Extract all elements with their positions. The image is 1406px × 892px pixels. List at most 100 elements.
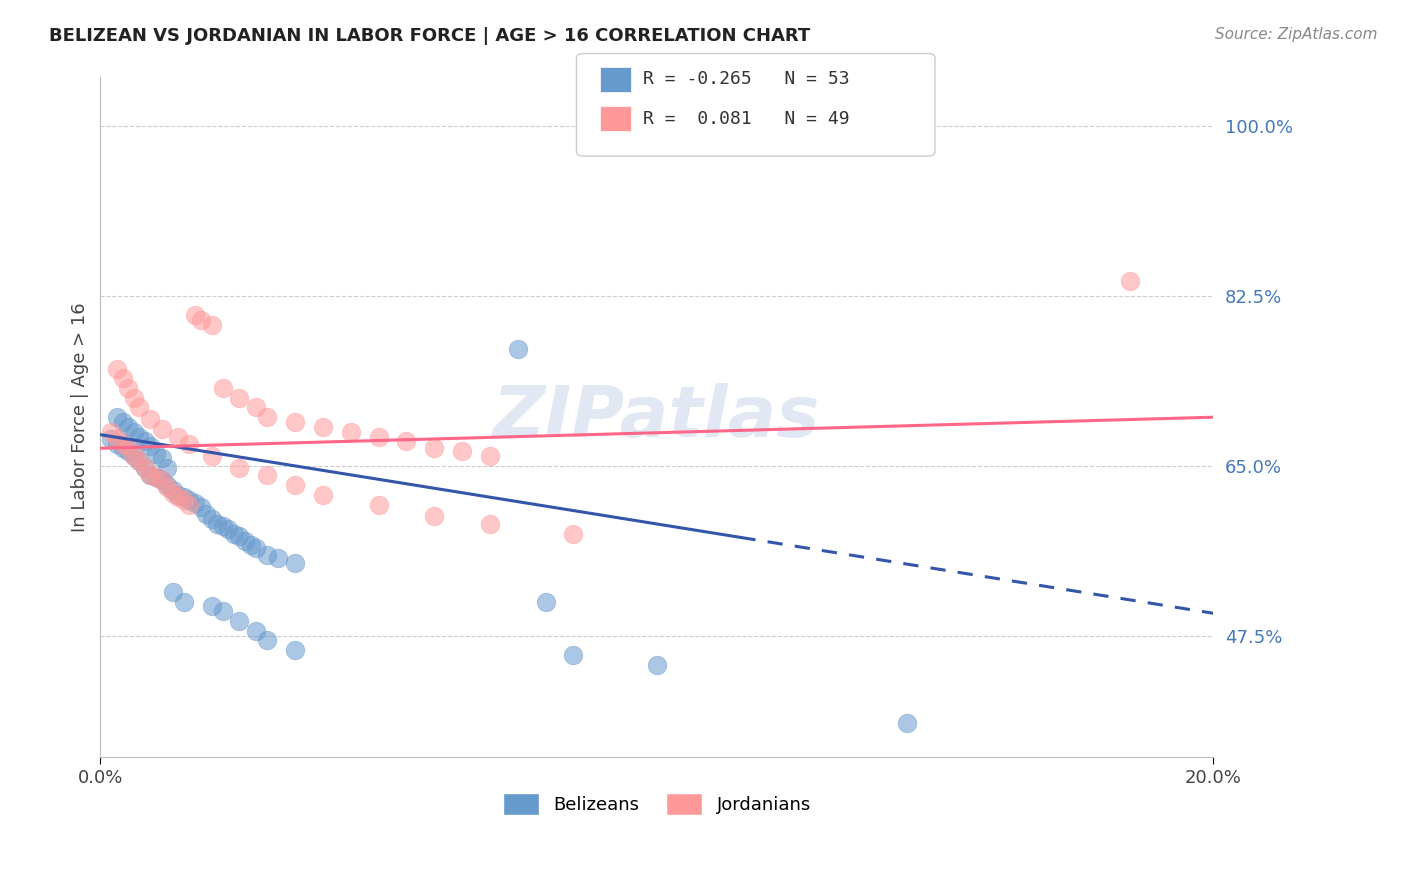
Text: R =  0.081   N = 49: R = 0.081 N = 49 [643,110,849,128]
Point [228,391,250,405]
Point [190,313,212,327]
Point [562,648,585,662]
Point [162,585,184,599]
Point [367,429,389,443]
Point [245,624,267,638]
Point [478,516,501,531]
Point [167,488,190,502]
Point [162,486,184,500]
Point [245,541,267,556]
Point [150,473,173,487]
Point [122,425,145,439]
Point [100,425,122,439]
Text: BELIZEAN VS JORDANIAN IN LABOR FORCE | AGE > 16 CORRELATION CHART: BELIZEAN VS JORDANIAN IN LABOR FORCE | A… [49,27,810,45]
Point [139,412,162,426]
Point [134,460,156,475]
Point [105,437,128,451]
Point [150,422,173,436]
Point [284,556,307,570]
Point [451,444,474,458]
Point [111,442,134,456]
Point [156,478,179,492]
Point [145,447,167,461]
Point [211,519,233,533]
Point [256,468,278,483]
Point [128,401,150,415]
Point [145,470,167,484]
Point [256,633,278,648]
Point [128,454,150,468]
Point [139,468,162,483]
Point [312,488,335,502]
Point [111,371,134,385]
Point [395,434,418,449]
Point [312,420,335,434]
Point [267,551,290,566]
Point [256,410,278,425]
Legend: Belizeans, Jordanians: Belizeans, Jordanians [495,786,818,822]
Point [211,381,233,395]
Point [122,449,145,463]
Text: R = -0.265   N = 53: R = -0.265 N = 53 [643,70,849,88]
Point [201,512,224,526]
Point [139,439,162,453]
Point [222,526,245,541]
Y-axis label: In Labor Force | Age > 16: In Labor Force | Age > 16 [72,302,89,532]
Point [233,534,256,549]
Point [201,449,224,463]
Point [145,470,167,484]
Point [167,490,190,504]
Point [128,454,150,468]
Point [105,432,128,446]
Point [117,442,139,456]
Point [162,483,184,497]
Point [423,509,446,524]
Point [228,460,250,475]
Point [207,516,229,531]
Point [173,490,195,504]
Point [896,716,918,731]
Point [156,480,179,494]
Point [228,614,250,628]
Point [179,492,201,507]
Point [211,604,233,618]
Point [228,528,250,542]
Point [111,415,134,429]
Point [173,492,195,507]
Text: Source: ZipAtlas.com: Source: ZipAtlas.com [1215,27,1378,42]
Point [117,381,139,395]
Point [156,460,179,475]
Point [139,468,162,483]
Point [117,444,139,458]
Point [340,425,363,439]
Point [117,420,139,434]
Point [179,498,201,512]
Point [134,460,156,475]
Point [179,437,201,451]
Point [105,410,128,425]
Point [245,401,267,415]
Point [562,526,585,541]
Point [122,391,145,405]
Point [184,308,207,322]
Point [534,594,557,608]
Point [645,657,668,672]
Point [128,429,150,443]
Point [134,434,156,449]
Point [190,500,212,514]
Point [173,594,195,608]
Point [256,548,278,562]
Point [195,508,218,522]
Point [201,599,224,614]
Point [217,522,239,536]
Text: ZIPatlas: ZIPatlas [494,383,821,451]
Point [367,498,389,512]
Point [150,450,173,465]
Point [105,361,128,376]
Point [423,442,446,456]
Point [478,449,501,463]
Point [284,415,307,429]
Point [184,495,207,509]
Point [201,318,224,332]
Point [111,437,134,451]
